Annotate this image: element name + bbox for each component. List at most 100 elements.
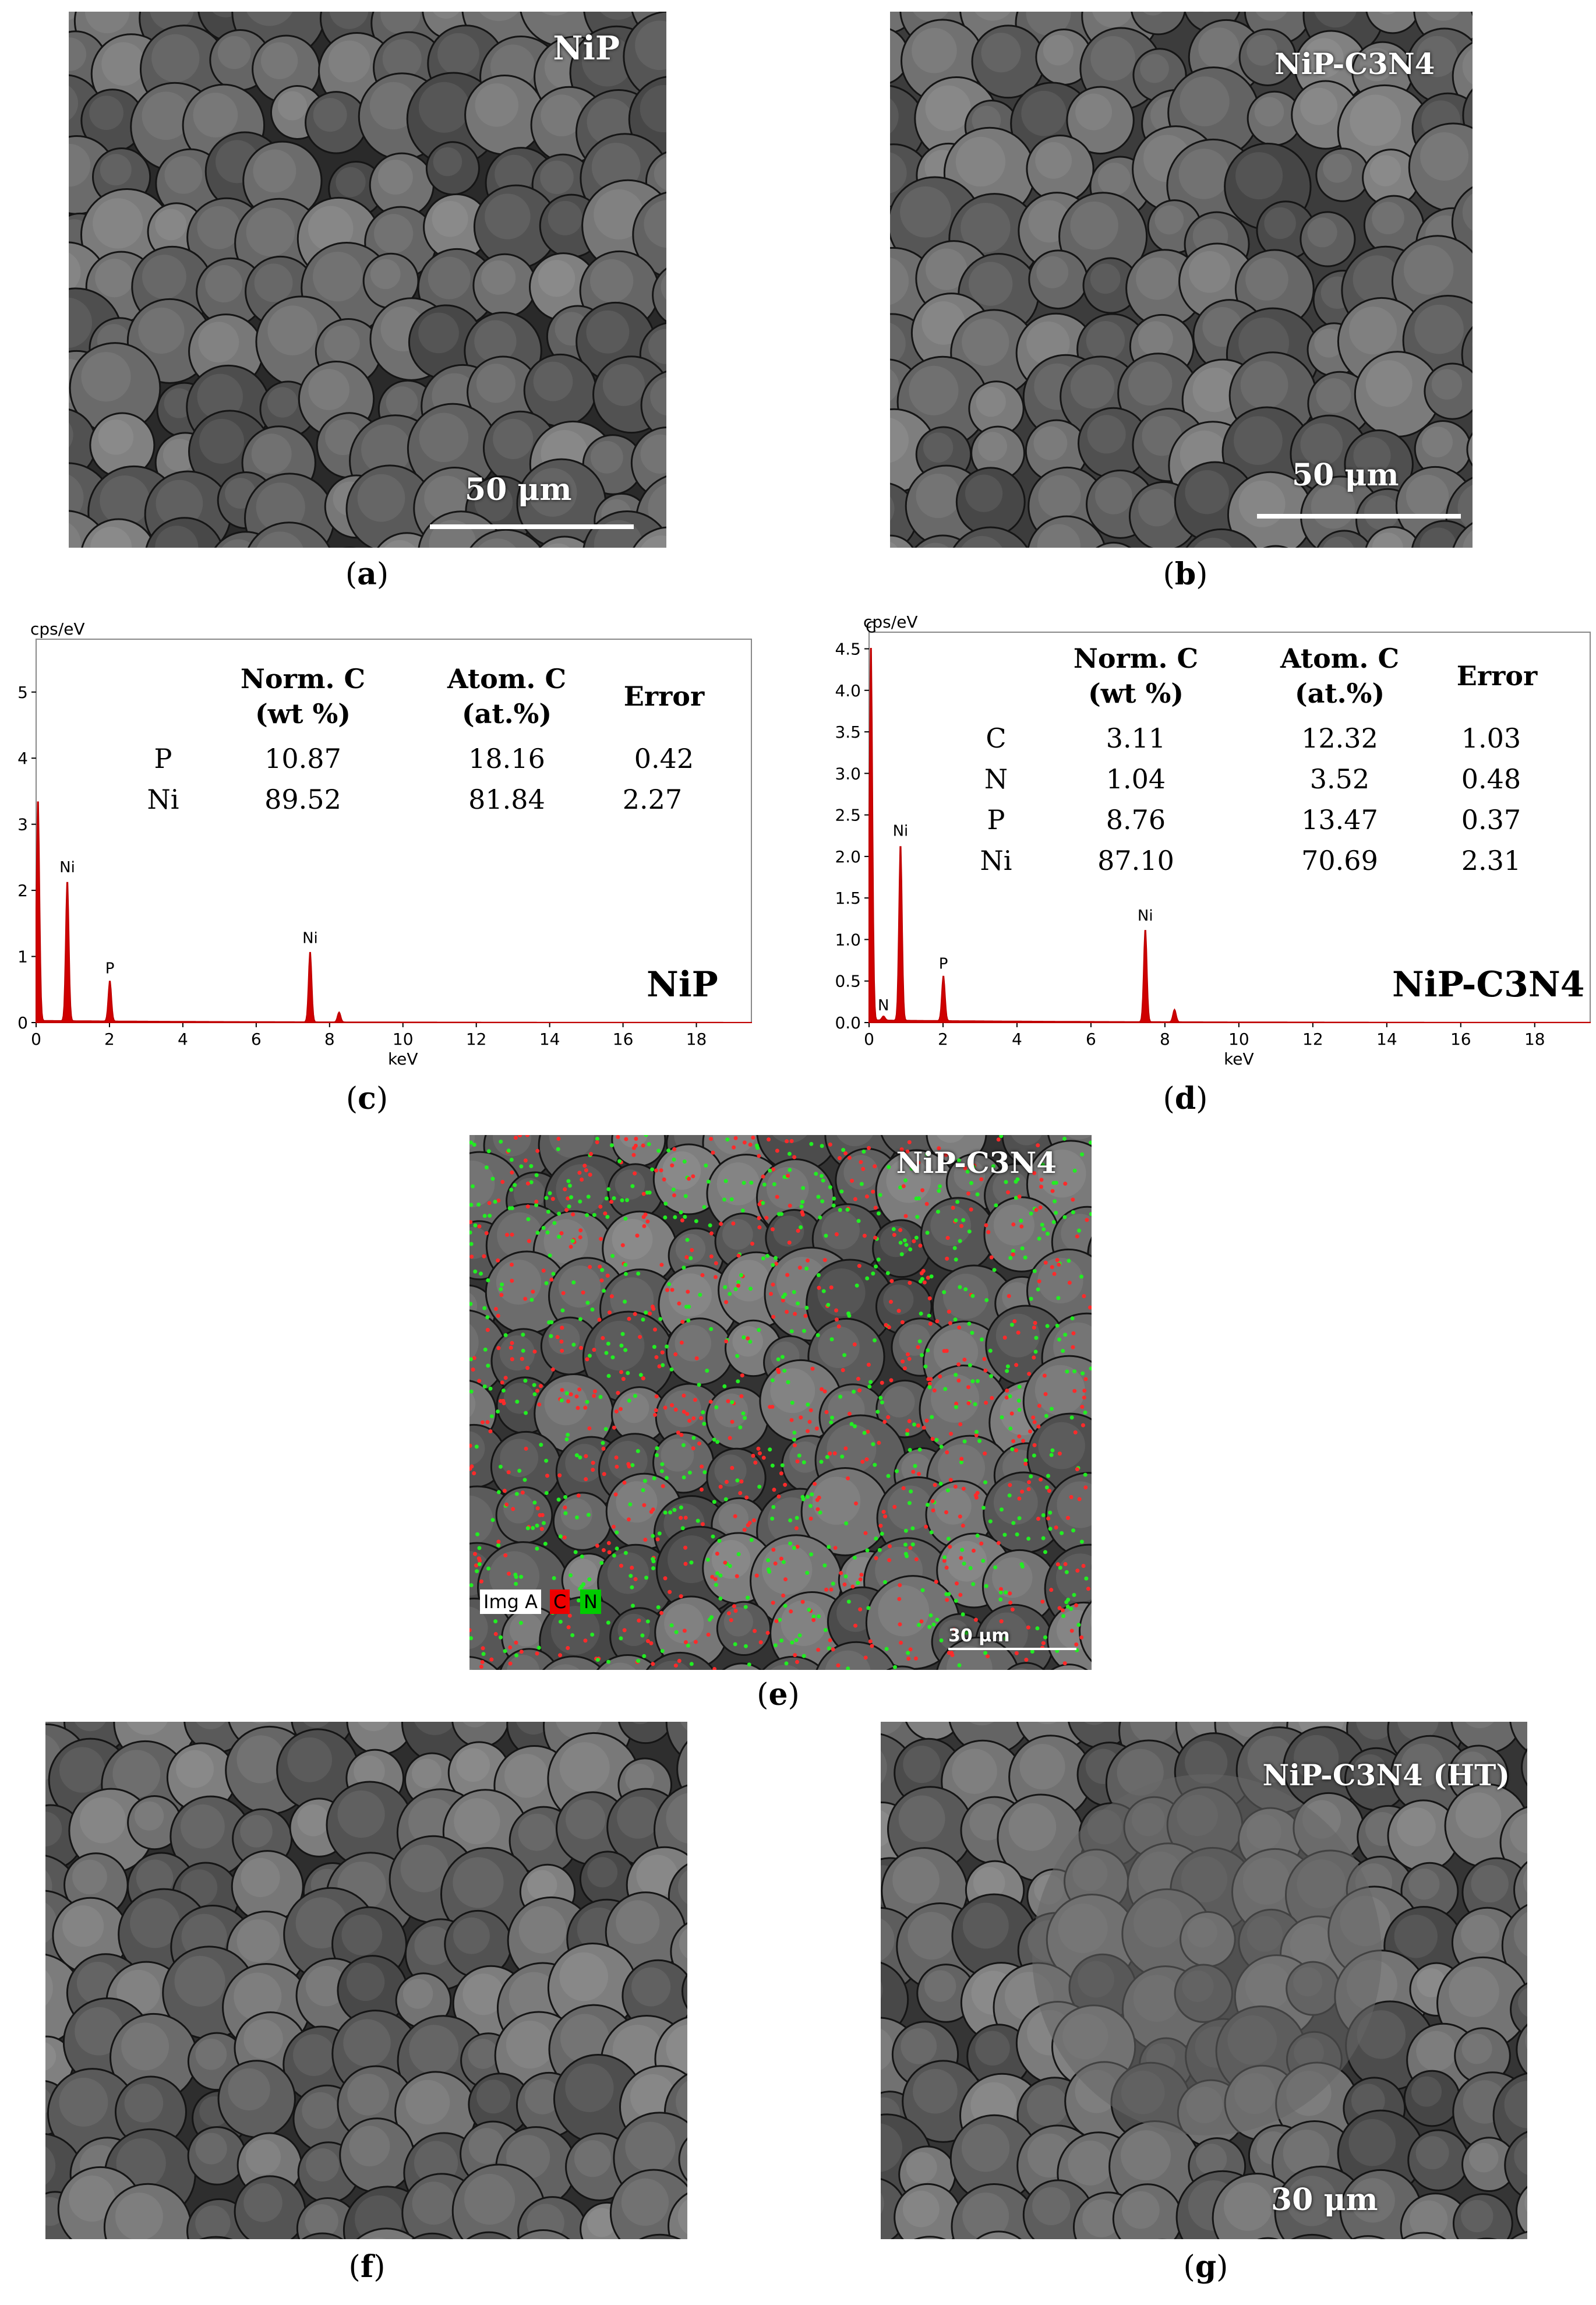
nitrogen-dot xyxy=(1005,1369,1009,1373)
carbon-dot xyxy=(954,1581,959,1586)
grain-highlight xyxy=(881,2123,903,2172)
nitrogen-dot xyxy=(542,1521,546,1525)
grain-highlight xyxy=(198,322,239,363)
nitrogen-dot xyxy=(975,1379,980,1383)
carbon-dot xyxy=(599,1278,604,1283)
carbon-dot xyxy=(510,1357,514,1362)
grain-highlight xyxy=(789,1441,821,1473)
eds-c-name: NiP xyxy=(647,964,718,1005)
carbon-dot xyxy=(770,1227,775,1232)
nitrogen-dot xyxy=(651,1534,655,1538)
carbon-dot xyxy=(654,1168,659,1173)
nitrogen-dot xyxy=(829,1337,834,1342)
nitrogen-dot xyxy=(535,1231,540,1235)
nitrogen-dot xyxy=(748,1340,753,1344)
nitrogen-dot xyxy=(728,1292,732,1296)
grain-highlight xyxy=(1416,36,1458,77)
nitrogen-dot xyxy=(926,1503,930,1507)
nitrogen-dot xyxy=(926,1348,930,1353)
nitrogen-dot xyxy=(1061,1349,1065,1354)
carbon-dot xyxy=(496,1539,501,1544)
carbon-dot xyxy=(602,1472,606,1476)
nitrogen-dot xyxy=(930,1415,934,1419)
grain xyxy=(682,1973,687,2010)
grain-highlight xyxy=(640,434,666,474)
nitrogen-dot xyxy=(689,1560,694,1565)
grain-highlight xyxy=(965,474,1003,512)
nitrogen-dot xyxy=(604,1351,609,1355)
x-tick-label: 0 xyxy=(864,1030,874,1049)
grain-highlight xyxy=(616,1481,658,1523)
carbon-dot xyxy=(525,1135,529,1137)
nitrogen-dot xyxy=(1081,1371,1085,1376)
carbon-dot xyxy=(511,1507,515,1511)
x-tick-label: 8 xyxy=(1160,1030,1170,1049)
nitrogen-dot xyxy=(831,1203,836,1208)
nitrogen-dot xyxy=(587,1577,592,1582)
carbon-dot xyxy=(950,1653,955,1658)
nitrogen-dot xyxy=(832,1196,836,1201)
nitrogen-dot xyxy=(606,1341,610,1346)
carbon-dot xyxy=(917,1472,921,1476)
nitrogen-dot xyxy=(955,1200,960,1204)
grain-highlight xyxy=(574,2140,612,2177)
nitrogen-dot xyxy=(821,1178,825,1183)
grain-highlight xyxy=(433,12,460,19)
grain-highlight xyxy=(913,2068,958,2114)
carbon-dot xyxy=(597,1317,602,1322)
grain-highlight xyxy=(256,531,303,548)
grain-highlight xyxy=(1264,207,1296,239)
nitrogen-dot xyxy=(898,1185,903,1190)
nitrogen-dot xyxy=(822,1563,827,1568)
nitrogen-dot xyxy=(630,1585,634,1589)
grain-highlight xyxy=(590,440,623,474)
carbon-dot xyxy=(508,1645,513,1650)
nitrogen-dot xyxy=(781,1560,786,1564)
carbon-dot xyxy=(532,1349,537,1354)
carbon-dot xyxy=(659,1168,663,1173)
carbon-dot xyxy=(670,1288,675,1292)
carbon-dot xyxy=(874,1556,878,1560)
grain-highlight xyxy=(890,98,899,134)
grain xyxy=(199,2236,233,2239)
nitrogen-dot xyxy=(625,1198,630,1203)
carbon-dot xyxy=(633,1143,638,1148)
carbon-dot xyxy=(948,1545,952,1549)
carbon-dot xyxy=(525,1366,530,1370)
grain xyxy=(761,1655,824,1670)
nitrogen-dot xyxy=(498,1464,503,1469)
carbon-dot xyxy=(1026,1625,1030,1630)
grain xyxy=(1066,86,1135,155)
nitrogen-dot xyxy=(570,1633,575,1637)
carbon-dot xyxy=(1017,1434,1022,1439)
carbon-dot xyxy=(680,1218,684,1223)
carbon-dot xyxy=(712,1667,717,1670)
carbon-dot xyxy=(927,1296,932,1300)
grain-highlight xyxy=(499,1335,535,1371)
nitrogen-dot xyxy=(816,1273,821,1278)
carbon-dot xyxy=(643,1213,648,1217)
nitrogen-dot xyxy=(473,1269,478,1274)
grain-highlight xyxy=(293,2034,335,2076)
nitrogen-dot xyxy=(486,1278,490,1282)
spectrum-series xyxy=(868,648,1591,1023)
grain-highlight xyxy=(1513,1912,1527,1957)
carbon-dot xyxy=(837,1156,842,1161)
grain-highlight xyxy=(1351,2084,1385,2118)
carbon-dot xyxy=(619,1563,623,1568)
carbon-dot xyxy=(1039,1477,1043,1482)
grain-highlight xyxy=(1353,255,1401,304)
grain-highlight xyxy=(1431,369,1463,400)
nitrogen-dot xyxy=(660,1462,665,1467)
grain-highlight xyxy=(197,206,241,249)
grain-highlight xyxy=(349,2126,390,2167)
row-p-norm: 10.87 xyxy=(264,743,341,774)
grain-highlight xyxy=(155,209,187,241)
nitrogen-dot xyxy=(968,1566,973,1570)
nitrogen-dot xyxy=(1048,1527,1053,1531)
nitrogen-dot xyxy=(820,1144,824,1148)
carbon-dot xyxy=(815,1507,820,1511)
grain-highlight xyxy=(69,2175,115,2222)
carbon-dot xyxy=(746,1522,750,1527)
row-ni-error: 2.31 xyxy=(1461,845,1521,876)
